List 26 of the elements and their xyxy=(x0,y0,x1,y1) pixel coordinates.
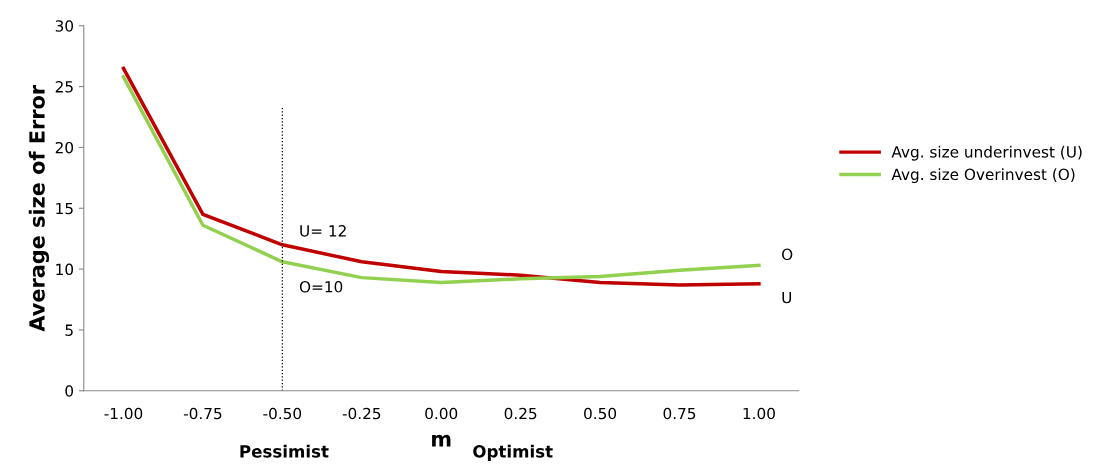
x-tick-label: -0.25 xyxy=(342,407,381,420)
x-tick-label: 1.00 xyxy=(743,407,775,420)
legend-label: Avg. size Overinvest (O) xyxy=(891,168,1075,184)
x-axis-title: m xyxy=(432,434,451,447)
x-tick-label: 0.50 xyxy=(584,407,617,420)
annotation: U xyxy=(782,292,792,304)
y-tick-label: 15 xyxy=(56,202,73,215)
y-tick-label: 0 xyxy=(65,385,74,397)
text: Pessimist xyxy=(240,444,329,458)
x-tick-label: -0.75 xyxy=(183,407,222,420)
y-tick-label: 25 xyxy=(55,81,73,93)
x-tick-label: -0.50 xyxy=(263,407,302,420)
annotation: O=10 xyxy=(299,281,343,293)
y-axis-title: Average size of Error xyxy=(28,84,50,332)
annotation: U= 12 xyxy=(300,225,346,237)
y-tick-label: 5 xyxy=(65,324,73,336)
legend-label: Avg. size underinvest (U) xyxy=(891,145,1082,161)
x-tick-label: 0.00 xyxy=(425,407,458,420)
y-tick-label: 10 xyxy=(56,263,74,276)
y-tick-label: 30 xyxy=(55,20,74,32)
x-tick-label: 0.25 xyxy=(504,407,537,420)
y-tick-label: 20 xyxy=(55,141,74,154)
x-tick-label: -1.00 xyxy=(104,407,143,420)
text: Optimist xyxy=(473,444,553,461)
x-tick-label: 0.75 xyxy=(663,407,696,420)
annotation: O xyxy=(782,248,793,261)
